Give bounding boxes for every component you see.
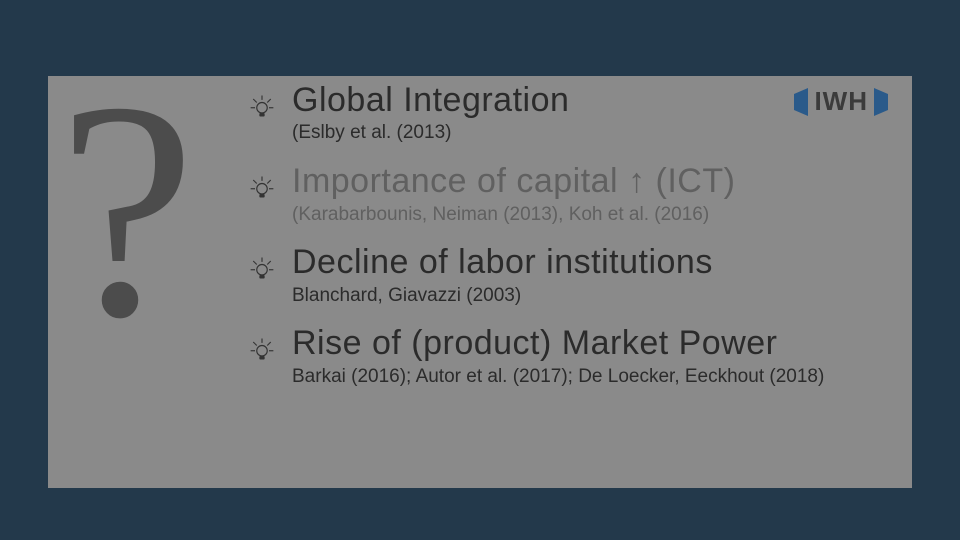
lightbulb-icon [248, 254, 276, 282]
lightbulb-icon [248, 92, 276, 120]
item-citation: Blanchard, Giavazzi (2003) [292, 284, 852, 308]
list-item-text: Rise of (product) Market Power Barkai (2… [292, 325, 892, 388]
list-item-text: Global Integration (Eslby et al. (2013) [292, 82, 892, 145]
slide-panel: ? IWH Global Integrat [48, 76, 912, 488]
item-title: Importance of capital ↑ (ICT) [292, 163, 892, 200]
item-title: Rise of (product) Market Power [292, 325, 892, 362]
item-title: Global Integration [292, 82, 892, 119]
item-citation: Barkai (2016); Autor et al. (2017); De L… [292, 365, 852, 389]
lightbulb-icon [248, 335, 276, 363]
list-item: Decline of labor institutions Blanchard,… [248, 244, 892, 307]
lightbulb-icon [248, 173, 276, 201]
list-item: Global Integration (Eslby et al. (2013) [248, 82, 892, 145]
list-item-text: Decline of labor institutions Blanchard,… [292, 244, 892, 307]
bullet-list: Global Integration (Eslby et al. (2013) … [248, 82, 892, 407]
list-item-text: Importance of capital ↑ (ICT) (Karabarbo… [292, 163, 892, 226]
list-item: Rise of (product) Market Power Barkai (2… [248, 325, 892, 388]
item-title: Decline of labor institutions [292, 244, 892, 281]
list-item: Importance of capital ↑ (ICT) (Karabarbo… [248, 163, 892, 226]
question-mark: ? [58, 56, 196, 366]
item-citation: (Karabarbounis, Neiman (2013), Koh et al… [292, 203, 852, 227]
item-citation: (Eslby et al. (2013) [292, 121, 852, 145]
